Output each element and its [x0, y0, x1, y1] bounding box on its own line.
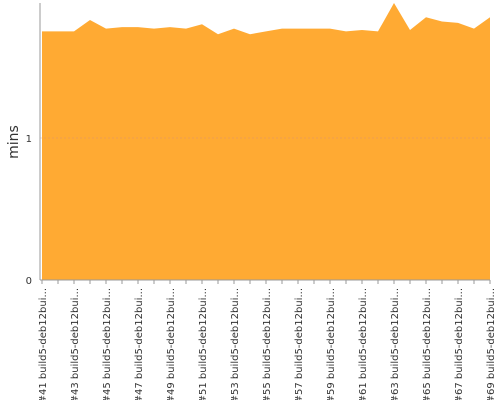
x-tick-label: #67 build5-deb12bui... — [454, 288, 465, 400]
y-tick-label: 1 — [26, 134, 32, 145]
x-tick-label: #69 build5-deb12bui... — [486, 288, 497, 400]
x-tick-label: #59 build5-deb12bui... — [326, 288, 337, 400]
y-tick-label: 0 — [26, 276, 32, 287]
x-tick-label: #43 build5-deb12bui... — [70, 288, 81, 400]
x-tick-label: #45 build5-deb12bui... — [102, 288, 113, 400]
x-tick-label: #47 build5-deb12bui... — [134, 288, 145, 400]
x-tick-label: #55 build5-deb12bui... — [262, 288, 273, 400]
x-tick-label: #57 build5-deb12bui... — [294, 288, 305, 400]
x-tick-label: #41 build5-deb12bui... — [38, 288, 49, 400]
area — [42, 3, 490, 280]
x-tick-label: #53 build5-deb12bui... — [230, 288, 241, 400]
x-tick-label: #65 build5-deb12bui... — [422, 288, 433, 400]
y-axis-label: mins — [6, 125, 22, 159]
x-tick-label: #61 build5-deb12bui... — [358, 288, 369, 400]
x-tick-label: #63 build5-deb12bui... — [390, 288, 401, 400]
x-tick-label: #49 build5-deb12bui... — [166, 288, 177, 400]
x-tick-label: #51 build5-deb12bui... — [198, 288, 209, 400]
